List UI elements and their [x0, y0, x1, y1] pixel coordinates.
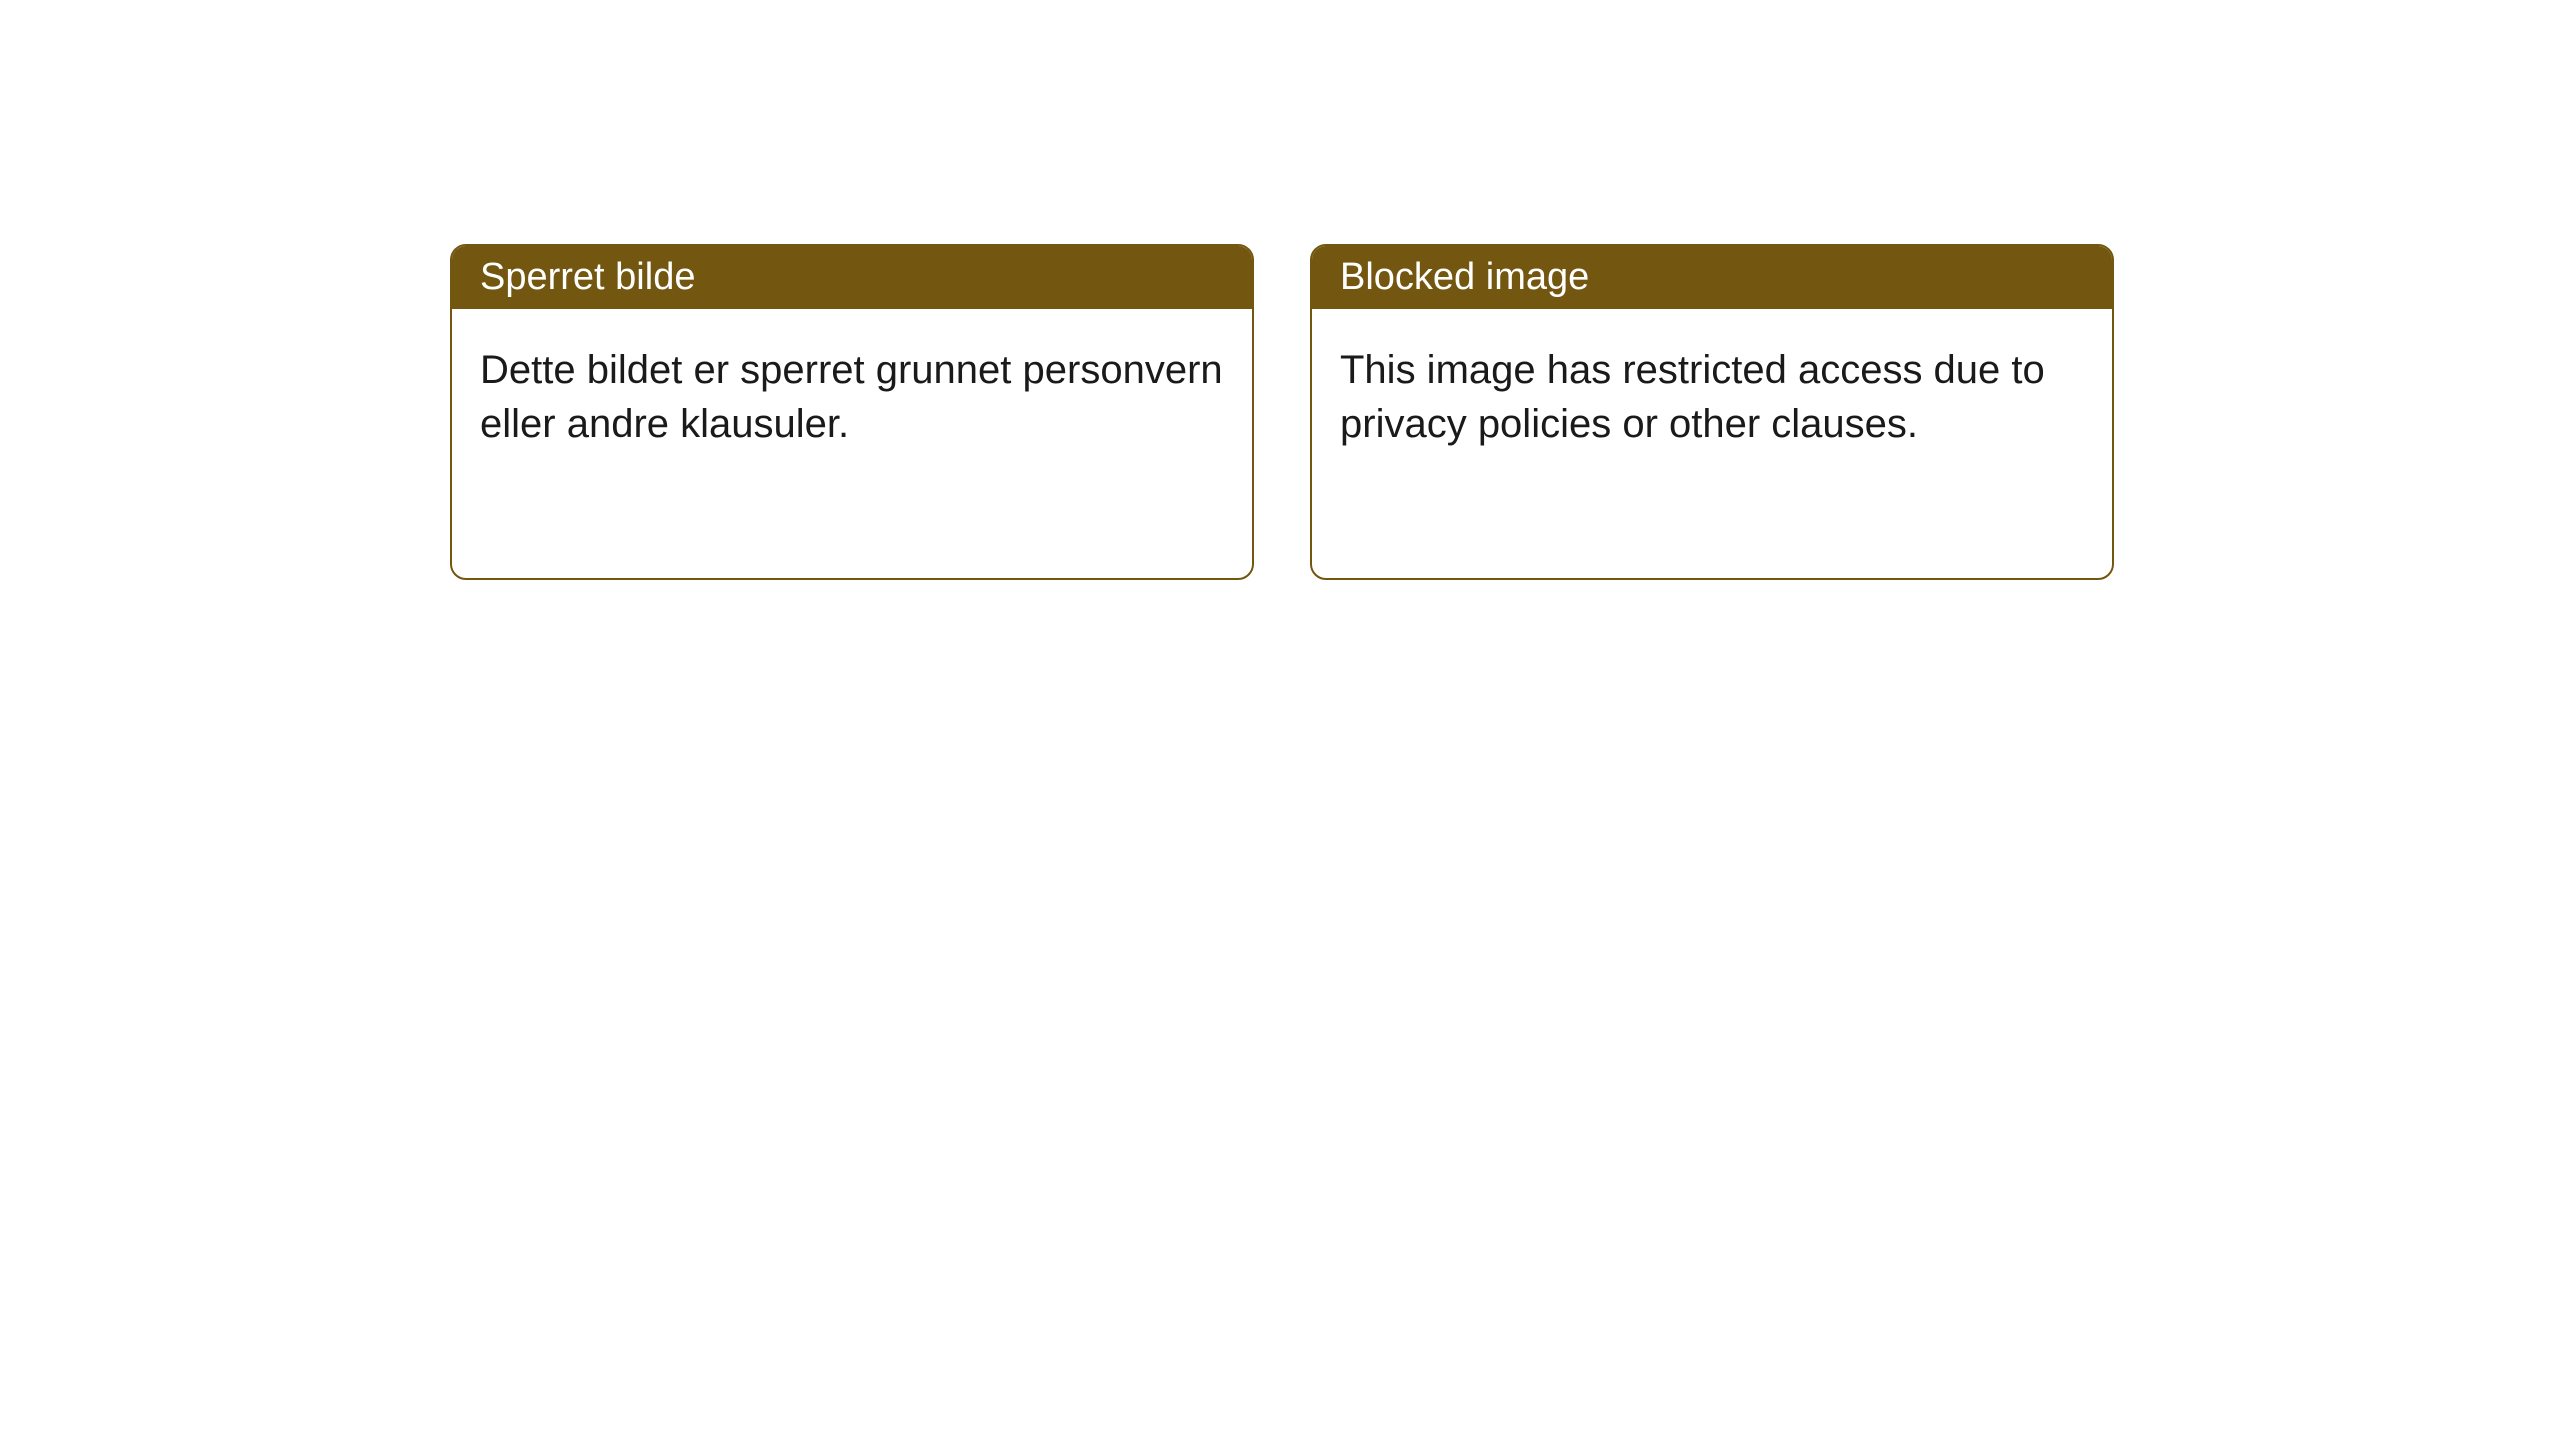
notice-title: Blocked image — [1340, 256, 1589, 298]
notice-card-english: Blocked image This image has restricted … — [1310, 244, 2114, 580]
notice-body-text: This image has restricted access due to … — [1340, 348, 2045, 446]
notice-body: This image has restricted access due to … — [1312, 309, 2112, 485]
notice-header: Sperret bilde — [452, 246, 1252, 309]
notice-card-norwegian: Sperret bilde Dette bildet er sperret gr… — [450, 244, 1254, 580]
notice-body: Dette bildet er sperret grunnet personve… — [452, 309, 1252, 485]
notice-title: Sperret bilde — [480, 256, 695, 298]
notice-body-text: Dette bildet er sperret grunnet personve… — [480, 348, 1223, 446]
notice-header: Blocked image — [1312, 246, 2112, 309]
notice-container: Sperret bilde Dette bildet er sperret gr… — [450, 244, 2114, 580]
